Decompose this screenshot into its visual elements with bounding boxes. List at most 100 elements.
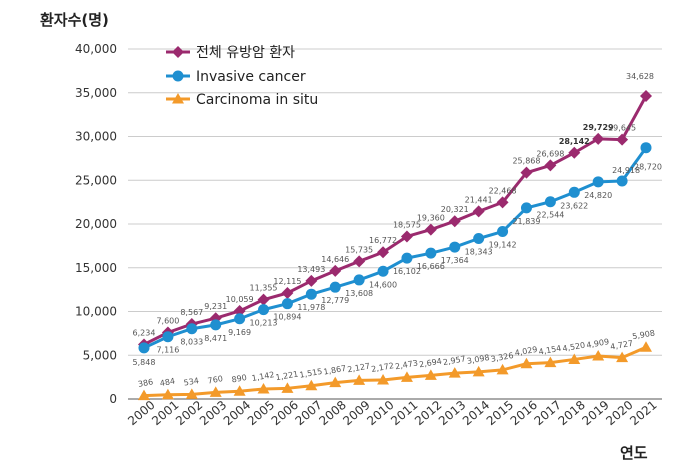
data-point-total bbox=[377, 246, 390, 259]
data-point-total bbox=[544, 159, 557, 172]
data-point-in-situ bbox=[544, 356, 557, 368]
y-tick-label: 40,000 bbox=[75, 42, 117, 56]
data-point-invasive bbox=[305, 288, 317, 300]
data-label-total: 10,059 bbox=[226, 295, 254, 304]
data-label-invasive: 10,213 bbox=[250, 319, 278, 328]
data-label-invasive: 7,116 bbox=[156, 346, 179, 355]
data-point-in-situ bbox=[305, 379, 318, 391]
data-point-in-situ bbox=[520, 357, 533, 369]
y-tick-label: 20,000 bbox=[75, 217, 117, 231]
x-tick-label: 2002 bbox=[173, 398, 205, 428]
data-label-in-situ: 2,694 bbox=[418, 357, 442, 370]
data-point-in-situ bbox=[568, 353, 581, 364]
series-line-invasive bbox=[143, 146, 648, 350]
data-point-invasive bbox=[568, 186, 580, 198]
data-label-total: 7,600 bbox=[156, 317, 179, 326]
data-label-total: 8,567 bbox=[180, 308, 203, 317]
x-tick-label: 2013 bbox=[436, 398, 468, 428]
data-label-in-situ: 890 bbox=[231, 373, 248, 385]
x-tick-label: 2015 bbox=[484, 398, 516, 428]
data-point-total bbox=[281, 286, 294, 299]
data-point-invasive bbox=[425, 247, 437, 259]
legend: 전체 유방암 환자 Invasive cancer Carcinoma in sit… bbox=[166, 45, 318, 108]
data-label-invasive: 12,779 bbox=[321, 296, 349, 305]
data-label-invasive: 21,839 bbox=[512, 217, 540, 226]
data-label-total: 29,729 bbox=[583, 123, 614, 132]
data-label-total: 18,575 bbox=[393, 220, 421, 229]
data-point-in-situ bbox=[448, 367, 461, 378]
legend-marker-invasive bbox=[172, 70, 184, 82]
data-label-invasive: 18,343 bbox=[465, 247, 493, 256]
data-point-invasive bbox=[497, 226, 509, 238]
data-point-invasive bbox=[401, 252, 413, 264]
x-tick-label: 2009 bbox=[340, 398, 372, 428]
data-label-in-situ: 2,127 bbox=[347, 362, 371, 375]
x-tick-label: 2010 bbox=[364, 398, 396, 428]
x-axis-ticks: 2000200120022003200420052006200720082009… bbox=[125, 398, 659, 428]
legend-item-invasive: Invasive cancer bbox=[166, 69, 306, 85]
y-axis-title: 환자수(명) bbox=[40, 11, 109, 29]
data-point-in-situ bbox=[592, 350, 605, 361]
legend-label: Invasive cancer bbox=[196, 69, 306, 85]
legend-item-in-situ: Carcinoma in situ bbox=[166, 92, 318, 108]
data-point-in-situ bbox=[472, 365, 485, 377]
data-point-invasive bbox=[616, 175, 628, 187]
data-label-total: 15,735 bbox=[345, 245, 373, 254]
data-point-invasive bbox=[138, 342, 150, 354]
data-label-total: 26,698 bbox=[536, 149, 564, 158]
data-label-total: 16,772 bbox=[369, 236, 397, 245]
data-label-total: 34,628 bbox=[626, 72, 654, 81]
data-point-total bbox=[592, 132, 605, 145]
data-label-in-situ: 2,172 bbox=[371, 361, 395, 374]
data-point-in-situ bbox=[161, 388, 174, 400]
data-label-invasive: 13,608 bbox=[345, 289, 373, 298]
data-point-in-situ bbox=[233, 385, 246, 396]
y-tick-label: 30,000 bbox=[75, 130, 117, 144]
data-label-total: 13,493 bbox=[297, 265, 325, 274]
data-point-invasive bbox=[377, 265, 389, 277]
data-point-invasive bbox=[258, 304, 270, 316]
y-tick-label: 25,000 bbox=[75, 173, 117, 187]
data-label-total: 11,355 bbox=[250, 284, 278, 293]
data-point-total bbox=[496, 196, 509, 209]
data-label-invasive: 11,978 bbox=[297, 303, 325, 312]
legend-marker-total bbox=[172, 46, 184, 58]
x-tick-label: 2003 bbox=[197, 398, 229, 428]
x-tick-label: 2006 bbox=[269, 398, 301, 428]
gridlines bbox=[128, 48, 662, 356]
data-label-invasive: 5,848 bbox=[133, 358, 156, 367]
series-line-total bbox=[143, 95, 648, 346]
data-point-invasive bbox=[234, 313, 246, 325]
data-point-total bbox=[616, 133, 629, 146]
data-label-in-situ: 484 bbox=[159, 377, 176, 389]
data-point-invasive bbox=[281, 298, 293, 310]
data-label-invasive: 8,471 bbox=[204, 334, 227, 343]
data-label-total: 19,360 bbox=[417, 214, 445, 223]
data-point-total bbox=[353, 255, 366, 268]
x-tick-label: 2000 bbox=[125, 398, 157, 428]
data-point-invasive bbox=[473, 232, 485, 244]
data-label-in-situ: 4,520 bbox=[562, 341, 586, 354]
data-point-total bbox=[520, 166, 533, 179]
data-label-in-situ: 4,029 bbox=[514, 345, 538, 358]
data-point-total bbox=[448, 215, 461, 228]
x-tick-label: 2005 bbox=[245, 398, 277, 428]
data-label-total: 6,234 bbox=[133, 328, 156, 337]
x-tick-label: 2021 bbox=[627, 398, 659, 428]
y-axis-ticks: 0 5,000 10,000 15,000 20,000 25,000 30,000 35,0… bbox=[75, 42, 117, 406]
data-point-in-situ bbox=[209, 386, 222, 397]
data-label-invasive: 9,169 bbox=[228, 328, 251, 337]
data-label-total: 9,231 bbox=[204, 302, 227, 311]
data-point-invasive bbox=[544, 196, 556, 208]
data-point-total bbox=[424, 223, 437, 236]
data-label-invasive: 23,622 bbox=[560, 201, 588, 210]
data-label-total: 29,645 bbox=[608, 124, 636, 133]
data-label-invasive: 14,600 bbox=[369, 280, 397, 289]
data-label-in-situ: 2,957 bbox=[442, 354, 466, 367]
x-tick-label: 2008 bbox=[316, 398, 348, 428]
data-label-total: 22,468 bbox=[489, 186, 517, 195]
legend-marker-in-situ bbox=[172, 93, 184, 104]
data-label-in-situ: 534 bbox=[183, 376, 200, 388]
data-point-in-situ bbox=[281, 382, 294, 393]
